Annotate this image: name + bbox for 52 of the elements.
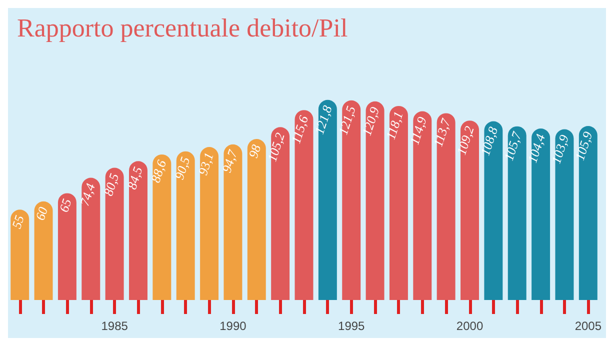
bar [366,101,384,300]
bar [82,178,100,300]
data-label: 121,8 [312,103,335,136]
data-label: 104,4 [524,132,548,165]
data-label: 118,1 [382,110,406,142]
data-label: 105,9 [572,129,596,162]
data-label: 108,8 [477,124,501,158]
data-label: 93,1 [195,150,216,177]
data-label: 80,5 [100,170,122,198]
bar [247,139,266,300]
x-tick-label: 1990 [220,319,247,333]
bar [105,168,124,300]
bar [10,210,30,300]
bar [152,154,172,300]
data-label: 121,5 [335,104,359,136]
data-label: 74,4 [76,180,98,208]
bar [129,161,148,300]
data-label: 60 [32,204,51,222]
x-tick-label: 2005 [574,319,602,333]
bar [555,129,574,300]
bar [200,147,219,300]
data-label: 113,7 [430,116,454,148]
data-label: 115,6 [288,113,312,146]
data-label: 90,5 [171,154,193,182]
data-label: 98 [245,142,264,160]
bar [58,193,76,300]
bar [34,201,53,300]
bar [484,121,503,300]
bar [578,126,598,300]
bar [176,151,195,300]
x-tick-label: 1985 [101,319,128,333]
data-label: 84,5 [124,164,146,192]
data-label: 88,6 [148,158,170,184]
bar [413,111,432,300]
bar [436,113,456,300]
x-tick-label: 1995 [338,319,366,333]
data-label: 105,7 [500,130,524,162]
chart-title: Rapporto percentuale debito/Pil [17,14,348,42]
data-label: 103,9 [548,132,572,166]
bar [508,126,526,300]
bar [224,144,242,300]
data-label: 105,2 [264,130,288,164]
x-tick-label: 2000 [456,319,484,333]
data-label: 65 [56,196,74,214]
data-label: 55 [8,212,28,230]
data-label: 120,9 [358,104,382,138]
data-label: 114,9 [406,114,430,146]
bar [294,110,314,300]
bar [318,100,337,300]
data-label: 94,7 [218,148,240,174]
data-label: 109,2 [454,124,478,157]
bar [389,106,408,300]
